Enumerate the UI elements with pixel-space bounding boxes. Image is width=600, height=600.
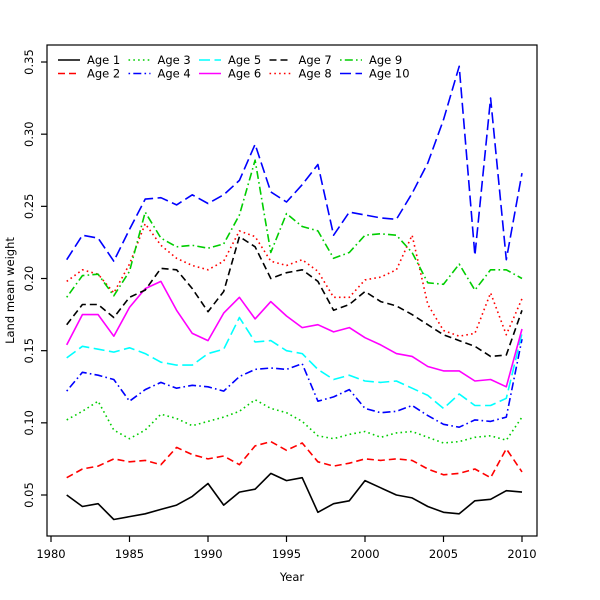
legend-item-age-2: Age 2 xyxy=(58,67,120,81)
x-axis-title: Year xyxy=(279,570,305,584)
y-tick-label: 0.20 xyxy=(22,266,36,292)
legend-item-age-4: Age 4 xyxy=(128,67,191,81)
legend-item-age-7: Age 7 xyxy=(269,53,332,67)
plot-box xyxy=(46,44,538,537)
legend-item-age-10: Age 10 xyxy=(340,67,410,81)
y-tick-label: 0.25 xyxy=(22,194,36,220)
legend-label: Age 2 xyxy=(87,67,120,81)
x-tick-label: 1985 xyxy=(115,547,144,561)
y-axis: 0.05 0.10 0.15 0.20 0.25 0.30 0.35 Land mean we… xyxy=(3,49,47,508)
series-age-7 xyxy=(66,235,523,358)
x-tick-label: 1990 xyxy=(193,547,222,561)
x-tick-label: 1995 xyxy=(272,547,301,561)
legend-item-age-8: Age 8 xyxy=(269,67,332,81)
series-age-2 xyxy=(66,440,523,479)
x-tick-label: 2000 xyxy=(350,547,379,561)
series-age-4 xyxy=(66,338,523,429)
y-tick-label: 0.10 xyxy=(22,410,36,436)
legend-item-age-3: Age 3 xyxy=(128,53,191,67)
series-age-10 xyxy=(66,65,523,263)
series-age-1 xyxy=(66,472,523,521)
legend-label: Age 7 xyxy=(299,53,332,67)
legend-item-age-6: Age 6 xyxy=(199,67,261,81)
legend-label: Age 5 xyxy=(228,53,261,67)
legend-label: Age 1 xyxy=(87,53,120,67)
legend-item-age-9: Age 9 xyxy=(340,53,402,67)
y-axis-title: Land mean weight xyxy=(3,237,17,344)
legend-label: Age 6 xyxy=(228,67,261,81)
legend-label: Age 8 xyxy=(299,67,332,81)
series-group xyxy=(65,65,523,521)
series-age-9 xyxy=(66,159,523,298)
x-tick-label: 1980 xyxy=(36,547,65,561)
series-age-8 xyxy=(66,222,523,338)
legend-label: Age 3 xyxy=(158,53,191,67)
x-tick-label: 2005 xyxy=(429,547,458,561)
legend-label: Age 4 xyxy=(158,67,191,81)
y-tick-label: 0.15 xyxy=(22,338,36,364)
series-age-3 xyxy=(66,398,523,444)
legend-label: Age 10 xyxy=(369,67,410,81)
legend-label: Age 9 xyxy=(369,53,402,67)
legend-item-age-1: Age 1 xyxy=(58,53,120,67)
y-tick-label: 0.05 xyxy=(22,482,36,508)
legend-item-age-5: Age 5 xyxy=(199,53,261,67)
x-tick-label: 2010 xyxy=(507,547,536,561)
y-tick-label: 0.30 xyxy=(22,121,36,147)
series-age-5 xyxy=(66,316,523,410)
y-tick-label: 0.35 xyxy=(22,49,36,75)
x-axis: 1980 1985 1990 1995 2000 2005 2010 Year xyxy=(36,536,537,584)
